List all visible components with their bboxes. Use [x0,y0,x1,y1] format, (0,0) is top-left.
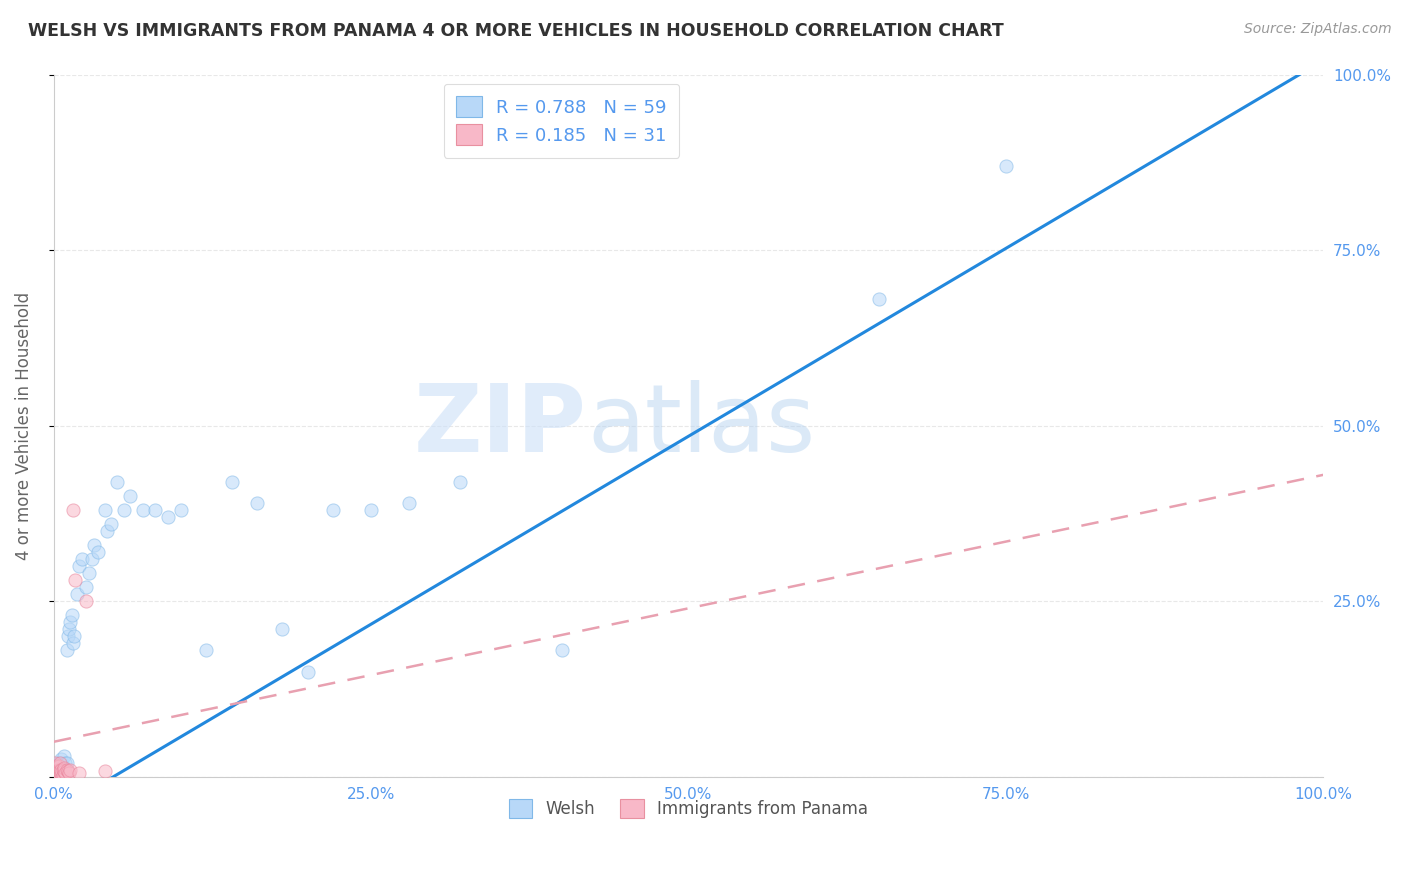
Point [52,759,75,773]
Y-axis label: 4 or more Vehicles in Household: 4 or more Vehicles in Household [15,292,32,560]
Point [105,475,128,489]
Point [550,643,572,657]
Text: Source: ZipAtlas.com: Source: ZipAtlas.com [1244,22,1392,37]
Point [53,766,76,780]
Point [66,587,89,601]
Point [360,503,382,517]
Point [53,748,76,763]
Point [46,763,69,777]
Point [322,503,344,517]
Point [45,763,67,777]
Point [49,768,72,782]
Point [63,629,86,643]
Point [79,566,101,581]
Point [62,503,84,517]
Point [195,643,218,657]
Point [48,759,70,773]
Point [93,764,115,779]
Point [96,524,118,538]
Point [46,766,69,780]
Point [44,756,66,770]
Point [44,764,66,779]
Point [49,756,72,770]
Point [44,764,66,779]
Point [46,764,69,779]
Point [56,764,79,779]
Point [53,761,76,775]
Point [59,615,82,630]
Point [45,768,67,782]
Point [49,766,72,780]
Point [45,759,67,773]
Point [58,766,80,780]
Point [112,503,135,517]
Point [87,545,110,559]
Point [52,766,75,780]
Point [80,552,103,566]
Point [449,475,471,489]
Point [53,766,76,780]
Point [83,538,105,552]
Point [65,573,87,587]
Point [75,580,97,594]
Text: atlas: atlas [586,380,815,472]
Point [51,764,73,779]
Point [157,510,180,524]
Point [44,766,66,780]
Point [131,503,153,517]
Point [48,764,70,779]
Legend: Welsh, Immigrants from Panama: Welsh, Immigrants from Panama [502,792,875,825]
Point [93,503,115,517]
Point [48,759,70,773]
Point [56,629,79,643]
Point [49,763,72,777]
Point [51,763,73,777]
Point [51,766,73,780]
Point [246,496,269,510]
Point [398,496,420,510]
Text: WELSH VS IMMIGRANTS FROM PANAMA 4 OR MORE VEHICLES IN HOUSEHOLD CORRELATION CHAR: WELSH VS IMMIGRANTS FROM PANAMA 4 OR MOR… [28,22,1004,40]
Point [52,763,75,777]
Point [49,756,72,770]
Point [48,766,70,780]
Point [53,764,76,779]
Point [46,766,69,780]
Point [100,516,122,531]
Point [58,623,80,637]
Point [55,763,77,777]
Point [145,503,167,517]
Text: ZIP: ZIP [415,380,586,472]
Point [62,636,84,650]
Point [46,756,69,770]
Point [67,766,90,780]
Point [221,475,243,489]
Point [52,768,75,782]
Point [297,665,319,679]
Point [44,761,66,775]
Point [45,759,67,773]
Point [59,763,82,777]
Point [51,752,73,766]
Point [45,764,67,779]
Point [55,756,77,770]
Point [868,293,890,307]
Point [53,763,76,777]
Point [49,763,72,777]
Point [67,559,90,574]
Point [118,489,141,503]
Point [55,643,77,657]
Point [75,594,97,608]
Point [994,159,1017,173]
Point [70,552,93,566]
Point [53,756,76,770]
Point [60,608,83,623]
Point [170,503,193,517]
Point [44,766,66,780]
Point [48,768,70,782]
Point [45,768,67,782]
Point [271,623,294,637]
